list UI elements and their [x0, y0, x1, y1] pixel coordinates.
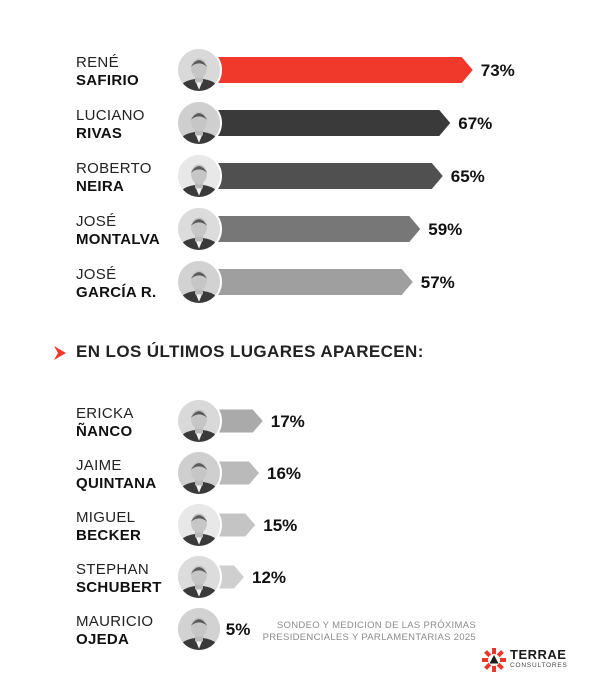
candidate-first-name: RENÉ	[76, 54, 119, 71]
candidate-first-name: MIGUEL	[76, 509, 135, 526]
candidate-first-name: JOSÉ	[76, 213, 116, 230]
avatar-rene-safirio	[176, 47, 222, 93]
candidate-first-name: STEPHAN	[76, 561, 149, 578]
value-label-miguel-becker: 15%	[263, 516, 297, 535]
candidate-last-name: OJEDA	[76, 631, 129, 648]
avatar-roberto-neira	[176, 153, 222, 199]
candidate-last-name: SAFIRIO	[76, 72, 139, 89]
value-label-mauricio-ojeda: 5%	[226, 620, 251, 639]
bar-luciano-rivas	[199, 110, 451, 136]
candidate-first-name: JOSÉ	[76, 266, 116, 283]
candidate-last-name: QUINTANA	[76, 475, 156, 492]
bar-jose-garcia-r	[199, 269, 413, 295]
value-label-jose-montalva: 59%	[428, 220, 462, 239]
footer-note: SONDEO Y MEDICION DE LAS PRÓXIMAS PRESID…	[0, 620, 476, 644]
avatar-jose-montalva	[176, 206, 222, 252]
avatar-mauricio-ojeda	[176, 606, 222, 652]
candidate-last-name: RIVAS	[76, 125, 122, 142]
logo-name: TERRAE	[510, 647, 567, 662]
footer-line-1: SONDEO Y MEDICION DE LAS PRÓXIMAS	[276, 620, 476, 631]
avatar-jaime-quintana	[176, 450, 222, 496]
terrae-logo-icon	[482, 648, 506, 672]
value-label-roberto-neira: 65%	[451, 167, 485, 186]
candidate-last-name: MONTALVA	[76, 231, 160, 248]
bar-jose-montalva	[199, 216, 421, 242]
candidate-last-name: SCHUBERT	[76, 579, 162, 596]
value-label-jaime-quintana: 16%	[267, 464, 301, 483]
candidate-first-name: JAIME	[76, 457, 122, 474]
logo-subtitle: CONSULTORES	[510, 662, 568, 669]
avatar-jose-garcia-r	[176, 259, 222, 305]
value-label-luciano-rivas: 67%	[458, 114, 492, 133]
avatar-miguel-becker	[176, 502, 222, 548]
candidate-last-name: NEIRA	[76, 178, 124, 195]
candidate-first-name: LUCIANO	[76, 107, 145, 124]
section-chevron-icon	[54, 346, 66, 360]
avatar-luciano-rivas	[176, 100, 222, 146]
section-title: EN LOS ÚLTIMOS LUGARES APARECEN:	[76, 342, 424, 361]
avatar-stephan-schubert	[176, 554, 222, 600]
candidate-first-name: ROBERTO	[76, 160, 152, 177]
candidate-last-name: GARCÍA R.	[76, 284, 156, 301]
bar-rene-safirio	[199, 57, 473, 83]
candidate-last-name: BECKER	[76, 527, 141, 544]
candidate-last-name: ÑANCO	[76, 422, 133, 440]
candidate-first-name: ERICKA	[76, 405, 134, 422]
value-label-ericka-nanco: 17%	[271, 412, 305, 431]
bar-roberto-neira	[199, 163, 443, 189]
candidate-first-name: MAURICIO	[76, 613, 153, 630]
value-label-stephan-schubert: 12%	[252, 568, 286, 587]
terrae-logo: TERRAE CONSULTORES	[482, 645, 572, 675]
footer-line-2: PRESIDENCIALES Y PARLAMENTARIAS 2025	[262, 632, 476, 643]
value-label-rene-safirio: 73%	[481, 61, 515, 80]
value-label-jose-garcia-r: 57%	[421, 273, 455, 292]
avatar-ericka-nanco	[176, 398, 222, 444]
